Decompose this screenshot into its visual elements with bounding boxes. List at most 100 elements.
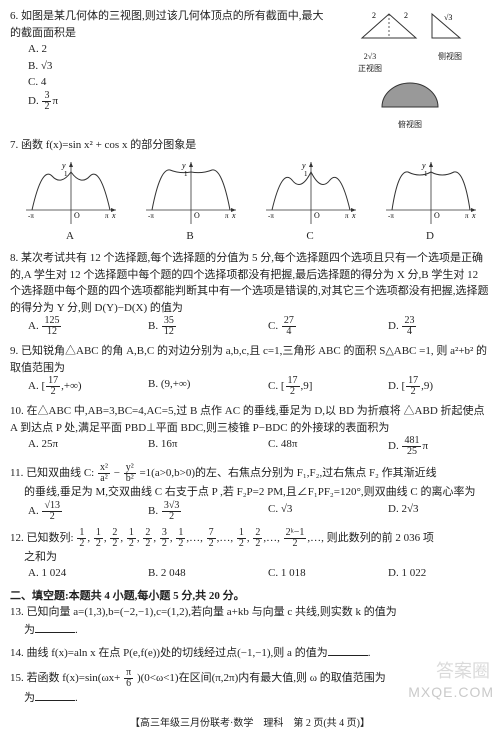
question-14: 14. 曲线 f(x)=aln x 在点 P(e,f(e))处的切线经过点(−1… bbox=[10, 644, 490, 662]
side-view-label: 侧视图 bbox=[438, 51, 462, 75]
question-9: 9. 已知锐角△ABC 的角 A,B,C 的对边分别为 a,b,c,且 c=1,… bbox=[10, 343, 490, 397]
q8-opt-b: B. 3512 bbox=[148, 316, 238, 337]
graph-c-label: C bbox=[260, 228, 360, 245]
svg-text:√3: √3 bbox=[444, 13, 452, 22]
q11-text2: =1(a>0,b>0)的左、右焦点分别为 F₁,F₂,过右焦点 F₂ 作其渐近线 bbox=[139, 467, 436, 479]
front-view-label: 正视图 bbox=[358, 64, 382, 73]
q6-number: 6. bbox=[10, 10, 18, 22]
svg-text:-π: -π bbox=[268, 212, 274, 220]
q9-opt-c: C. [172,9] bbox=[268, 376, 358, 397]
q7-text: 函数 f(x)=sin x² + cos x 的部分图象是 bbox=[21, 139, 196, 151]
q8-text: 某次考试共有 12 个选择题,每个选择题的分值为 5 分,每个选择题四个选项且只… bbox=[10, 252, 489, 314]
q6-text: 如图是某几何体的三视图,则过该几何体顶点的所有截面中,最大的截面面积是 bbox=[10, 10, 324, 39]
q8-opt-c: C. 274 bbox=[268, 316, 358, 337]
q12-number: 12. bbox=[10, 532, 24, 544]
q8-number: 8. bbox=[10, 252, 18, 264]
question-11: 11. 已知双曲线 C: x²a² − y²b² =1(a>0,b>0)的左、右… bbox=[10, 463, 490, 522]
svg-text:π: π bbox=[465, 212, 469, 220]
question-6: 2 2 √3 2√3 正视图 侧视图 俯视图 6. 如图是某几何体的三视图,则过该… bbox=[10, 8, 490, 131]
svg-text:x: x bbox=[231, 211, 236, 220]
svg-text:x: x bbox=[111, 211, 116, 220]
q6-opt-d-pre: D. bbox=[28, 95, 39, 107]
question-8: 8. 某次考试共有 12 个选择题,每个选择题的分值为 5 分,每个选择题四个选… bbox=[10, 250, 490, 337]
q11-opt-d: D. 2√3 bbox=[388, 501, 478, 522]
q11-opt-b: B. 3√32 bbox=[148, 501, 238, 522]
q9-opt-a: A. [172,+∞) bbox=[28, 376, 118, 397]
svg-text:O: O bbox=[314, 211, 320, 220]
q11-minus: − bbox=[114, 467, 120, 479]
graph-d: O x y π -π 1 D bbox=[380, 158, 480, 245]
tri1-bottom-label: 2√3 bbox=[364, 52, 376, 61]
graph-a-label: A bbox=[20, 228, 120, 245]
q14-blank bbox=[328, 644, 368, 656]
q9-opt-d: D. [172,9) bbox=[388, 376, 478, 397]
q11-text1: 已知双曲线 C: bbox=[26, 467, 94, 479]
svg-text:y: y bbox=[421, 161, 426, 170]
q15-number: 15. bbox=[10, 672, 24, 684]
svg-text:x: x bbox=[471, 211, 476, 220]
svg-text:π: π bbox=[345, 212, 349, 220]
q8-opt-a: A. 12512 bbox=[28, 316, 118, 337]
svg-text:O: O bbox=[194, 211, 200, 220]
q14-number: 14. bbox=[10, 647, 24, 659]
svg-text:-π: -π bbox=[388, 212, 394, 220]
q11-opt-a: A. √132 bbox=[28, 501, 118, 522]
svg-text:1: 1 bbox=[304, 170, 308, 178]
svg-text:2: 2 bbox=[404, 11, 408, 20]
q10-text: 在△ABC 中,AB=3,BC=4,AC=5,过 B 点作 AC 的垂线,垂足为… bbox=[10, 405, 485, 434]
svg-text:x: x bbox=[351, 211, 356, 220]
graph-b: O x y π -π 1 B bbox=[140, 158, 240, 245]
q10-opt-a: A. 25π bbox=[28, 436, 118, 457]
q10-opt-b: B. 16π bbox=[148, 436, 238, 457]
top-view-semicircle bbox=[370, 79, 450, 115]
section-2-title: 二、填空题:本题共 4 小题,每小题 5 分,共 20 分。 bbox=[10, 588, 490, 605]
svg-text:O: O bbox=[74, 211, 80, 220]
q13-blank bbox=[35, 621, 75, 633]
q11-number: 11. bbox=[10, 467, 23, 479]
q15-tail: . bbox=[75, 692, 78, 704]
q12-opt-a: A. 1 024 bbox=[28, 565, 118, 582]
footer-text: 【高三年级三月份联考·数学 理科 第 2 页(共 4 页)】 bbox=[130, 718, 370, 729]
q7-number: 7. bbox=[10, 139, 18, 151]
watermark-cn: 答案圈 bbox=[436, 658, 490, 685]
svg-text:-π: -π bbox=[148, 212, 154, 220]
q15-frac: π6 bbox=[124, 668, 133, 689]
question-10: 10. 在△ABC 中,AB=3,BC=4,AC=5,过 B 点作 AC 的垂线… bbox=[10, 403, 490, 457]
q14-tail: . bbox=[368, 647, 371, 659]
q13-number: 13. bbox=[10, 606, 24, 618]
q15-blank bbox=[35, 689, 75, 701]
q12-sequence: 12, 12, 22, 12, 22, 32, 12,…, 72,…, 12, … bbox=[76, 532, 326, 544]
q9-opt-b: B. (9,+∞) bbox=[148, 376, 238, 397]
q14-text: 曲线 f(x)=aln x 在点 P(e,f(e))处的切线经过点(−1,−1)… bbox=[27, 647, 328, 659]
svg-text:y: y bbox=[181, 161, 186, 170]
svg-text:π: π bbox=[105, 212, 109, 220]
question-12: 12. 已知数列: 12, 12, 22, 12, 22, 32, 12,…, … bbox=[10, 528, 490, 582]
top-view-label: 俯视图 bbox=[330, 119, 490, 131]
q10-opt-c: C. 48π bbox=[268, 436, 358, 457]
q12-text1: 已知数列: bbox=[27, 532, 74, 544]
svg-text:-π: -π bbox=[28, 212, 34, 220]
q13-text: 已知向量 a=(1,3),b=(−2,−1),c=(1,2),若向量 a+kb … bbox=[27, 606, 397, 618]
q9-text: 已知锐角△ABC 的角 A,B,C 的对边分别为 a,b,c,且 c=1,三角形… bbox=[10, 345, 487, 374]
svg-text:π: π bbox=[225, 212, 229, 220]
q15-text2: )(0<ω<1)在区间(π,2π)内有最大值,则 ω 的取值范围为 bbox=[137, 672, 386, 684]
front-view-triangle: 2 2 bbox=[354, 8, 424, 46]
question-7: 7. 函数 f(x)=sin x² + cos x 的部分图象是 O x y π… bbox=[10, 137, 490, 244]
watermark-url: MXQE.COM bbox=[408, 682, 494, 703]
q12-seq-text: 则此数列的前 2 036 项 bbox=[327, 532, 434, 544]
svg-text:1: 1 bbox=[184, 170, 188, 178]
graph-b-label: B bbox=[140, 228, 240, 245]
q11-frac1: x²a² bbox=[98, 463, 110, 484]
question-13: 13. 已知向量 a=(1,3),b=(−2,−1),c=(1,2),若向量 a… bbox=[10, 604, 490, 638]
side-view-triangle: √3 bbox=[426, 8, 466, 46]
q10-number: 10. bbox=[10, 405, 24, 417]
q13-tail: . bbox=[75, 624, 78, 636]
q11-opt-c: C. √3 bbox=[268, 501, 358, 522]
q8-opt-d: D. 234 bbox=[388, 316, 478, 337]
svg-text:1: 1 bbox=[424, 170, 428, 178]
q15-text1: 若函数 f(x)=sin(ωx+ bbox=[27, 672, 121, 684]
svg-text:1: 1 bbox=[64, 170, 68, 178]
q11-frac2: y²b² bbox=[124, 463, 136, 484]
q10-opt-d: D. 48125π bbox=[388, 436, 478, 457]
graph-d-label: D bbox=[380, 228, 480, 245]
